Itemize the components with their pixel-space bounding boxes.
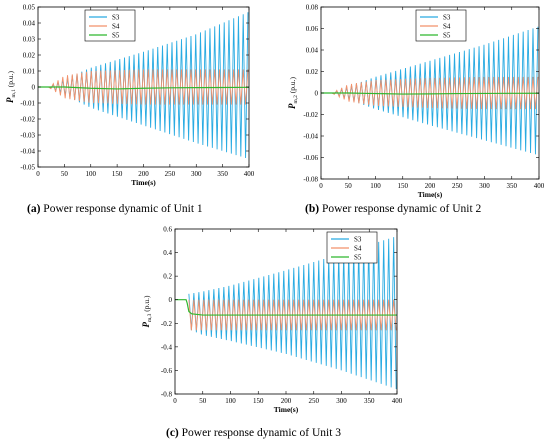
y-tick-label-c: 0.6 [163,226,172,234]
y-tick-label-b: 0 [315,90,319,98]
y-tick-label-b: 0.06 [306,25,319,33]
x-tick-label-b: 0 [319,182,323,190]
chart-b: 0 50 100 150 200 250 300 350 400 -0.08 -0.06 -0.04 -… [287,4,545,200]
x-tick-label-c: 300 [336,397,347,405]
x-tick-label-b: 100 [370,182,381,190]
x-axis-label-b: Time(s) [418,190,443,199]
x-tick-label-a: 350 [217,170,228,178]
caption-c: (c) Power response dynamic of Unit 3 [166,427,341,439]
x-axis-label-a: Time(s) [131,178,156,187]
y-tick-label-c: 0 [169,296,173,304]
y-tick-label-c: -0.4 [161,343,173,351]
plot-area-a [38,12,249,158]
series-S3-a [48,12,249,158]
x-tick-label-a: 150 [112,170,123,178]
y-tick-label-a: 0.04 [23,20,36,28]
legend-label-S4-b: S4 [443,23,451,31]
x-tick-label-c: 0 [173,397,177,405]
y-tick-label-c: -0.2 [161,320,173,328]
legend-label-S3-a: S3 [112,14,120,22]
x-tick-label-b: 50 [345,182,353,190]
y-tick-label-b: 0.02 [306,68,319,76]
y-tick-label-a: 0 [32,84,36,92]
caption-c-prefix: (c) [166,427,179,439]
x-tick-label-b: 350 [507,182,518,190]
caption-a-text: Power response dynamic of Unit 1 [43,203,203,215]
y-tick-label-a: 0.01 [23,68,36,76]
y-tick-label-b: -0.02 [303,111,318,119]
legend-label-S5-b: S5 [443,32,451,40]
x-tick-label-a: 100 [86,170,97,178]
x-tick-label-c: 100 [225,397,236,405]
y-tick-label-b: -0.06 [303,154,318,162]
x-tick-label-c: 150 [253,397,264,405]
legend-label-S3-b: S3 [443,14,451,22]
y-tick-label-a: -0.01 [20,100,35,108]
x-tick-label-b: 250 [452,182,463,190]
y-tick-label-c: -0.6 [161,367,173,375]
y-tick-label-a: -0.02 [20,116,35,124]
legend-label-S5-a: S5 [112,32,120,40]
caption-c-text: Power response dynamic of Unit 3 [181,427,342,439]
y-tick-label-a: 0.03 [23,36,36,44]
y-tick-label-a: -0.04 [20,148,35,156]
series-S3-b [331,26,539,155]
plot-area-c [175,237,397,390]
x-tick-label-a: 0 [36,170,40,178]
caption-b-text: Power response dynamic of Unit 2 [321,203,482,215]
x-tick-label-a: 300 [191,170,202,178]
legend-label-S4-c: S4 [354,245,362,253]
legend-label-S5-c: S5 [354,254,362,262]
y-axis-label-b: Pm,2 (p.u.) [287,76,299,109]
x-tick-label-c: 200 [281,397,292,405]
x-axis-label-c: Time(s) [274,405,299,414]
x-tick-label-a: 50 [61,170,69,178]
x-tick-label-c: 400 [392,397,403,405]
caption-a-prefix: (a) [27,203,41,215]
y-tick-label-a: 0.02 [23,52,36,60]
y-tick-label-b: 0.08 [306,4,319,12]
y-axis-label-c: Pm,3 (p.u.) [141,295,153,328]
y-tick-label-c: 0.2 [163,273,172,281]
y-tick-label-a: 0.05 [23,4,36,12]
series-S5-a [38,86,249,90]
x-tick-label-b: 300 [479,182,490,190]
x-tick-label-c: 250 [309,397,320,405]
y-tick-label-c: -0.8 [161,391,173,399]
y-tick-label-b: -0.08 [303,176,318,184]
caption-b: (b) Power response dynamic of Unit 2 [305,203,481,215]
x-tick-label-a: 250 [165,170,176,178]
chart-a: 0 50 100 150 200 250 300 350 400 -0.05 -0.04 -0.03 -… [5,4,255,188]
series-S5-c [175,299,397,316]
x-tick-label-a: 400 [244,170,255,178]
y-axis-label-a: Pm,1 (p.u.) [5,70,17,103]
x-tick-label-a: 200 [138,170,149,178]
caption-a: (a) Power response dynamic of Unit 1 [27,203,203,215]
chart-c: 0 50 100 150 200 250 300 350 400 -0.8 -0.6 -0.4 -0.2… [141,226,403,415]
series-S4-b [331,76,539,110]
y-tick-label-b: 0.04 [306,47,319,55]
y-tick-label-a: -0.03 [20,132,35,140]
legend-label-S3-c: S3 [354,236,362,244]
series-S5-b [321,92,539,95]
y-tick-label-a: -0.05 [20,164,35,172]
plot-area-b [321,26,539,155]
x-tick-label-c: 350 [364,397,375,405]
x-tick-label-b: 400 [534,182,545,190]
y-tick-label-b: -0.04 [303,133,318,141]
x-tick-label-b: 200 [425,182,436,190]
legend-label-S4-a: S4 [112,23,120,31]
x-tick-label-b: 150 [398,182,409,190]
series-S4-a [48,69,249,105]
x-tick-label-c: 50 [199,397,207,405]
caption-b-prefix: (b) [305,203,320,215]
y-tick-label-c: 0.4 [163,249,172,257]
